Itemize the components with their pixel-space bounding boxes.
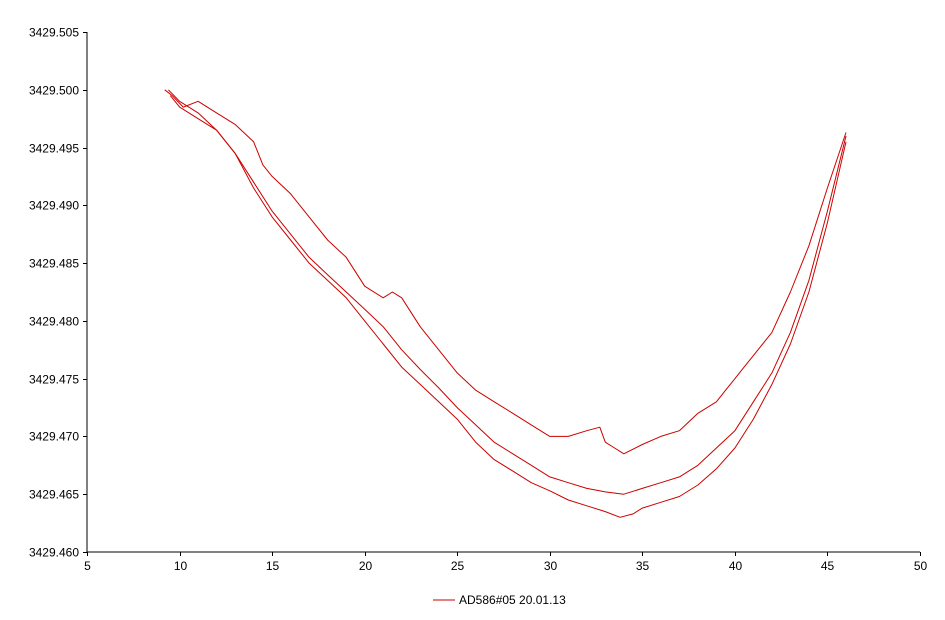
y-tick-label: 3429.475 bbox=[29, 373, 79, 387]
series-line-2 bbox=[168, 89, 847, 495]
y-tick-label: 3429.460 bbox=[29, 546, 79, 560]
legend-label: AD586#05 20.01.13 bbox=[459, 593, 566, 607]
x-tick-label: 25 bbox=[451, 559, 465, 573]
x-tick-label: 10 bbox=[174, 559, 188, 573]
y-tick-label: 3429.495 bbox=[29, 142, 79, 156]
x-tick-label: 50 bbox=[914, 559, 928, 573]
y-axis-ticks: 3429.460 3429.465 3429.470 3429.475 3429.480… bbox=[29, 26, 87, 560]
y-tick-label: 3429.490 bbox=[29, 199, 79, 213]
x-tick-label: 40 bbox=[729, 559, 743, 573]
x-axis-ticks: 5 10 15 20 25 30 35 40 45 50 bbox=[84, 552, 927, 573]
y-tick-label: 3429.500 bbox=[29, 84, 79, 98]
y-tick-label: 3429.480 bbox=[29, 315, 79, 329]
y-tick-label: 3429.465 bbox=[29, 488, 79, 502]
plot-series bbox=[164, 89, 847, 518]
x-tick-label: 45 bbox=[821, 559, 835, 573]
y-tick-label: 3429.505 bbox=[29, 26, 79, 40]
x-tick-label: 30 bbox=[544, 559, 558, 573]
legend: AD586#05 20.01.13 bbox=[433, 593, 566, 607]
y-tick-label: 3429.470 bbox=[29, 430, 79, 444]
x-tick-label: 5 bbox=[84, 559, 91, 573]
x-tick-label: 35 bbox=[636, 559, 650, 573]
y-tick-label: 3429.485 bbox=[29, 257, 79, 271]
x-tick-label: 15 bbox=[266, 559, 280, 573]
x-tick-label: 20 bbox=[359, 559, 373, 573]
series-line-1 bbox=[164, 89, 847, 455]
series-line-3 bbox=[169, 95, 847, 518]
